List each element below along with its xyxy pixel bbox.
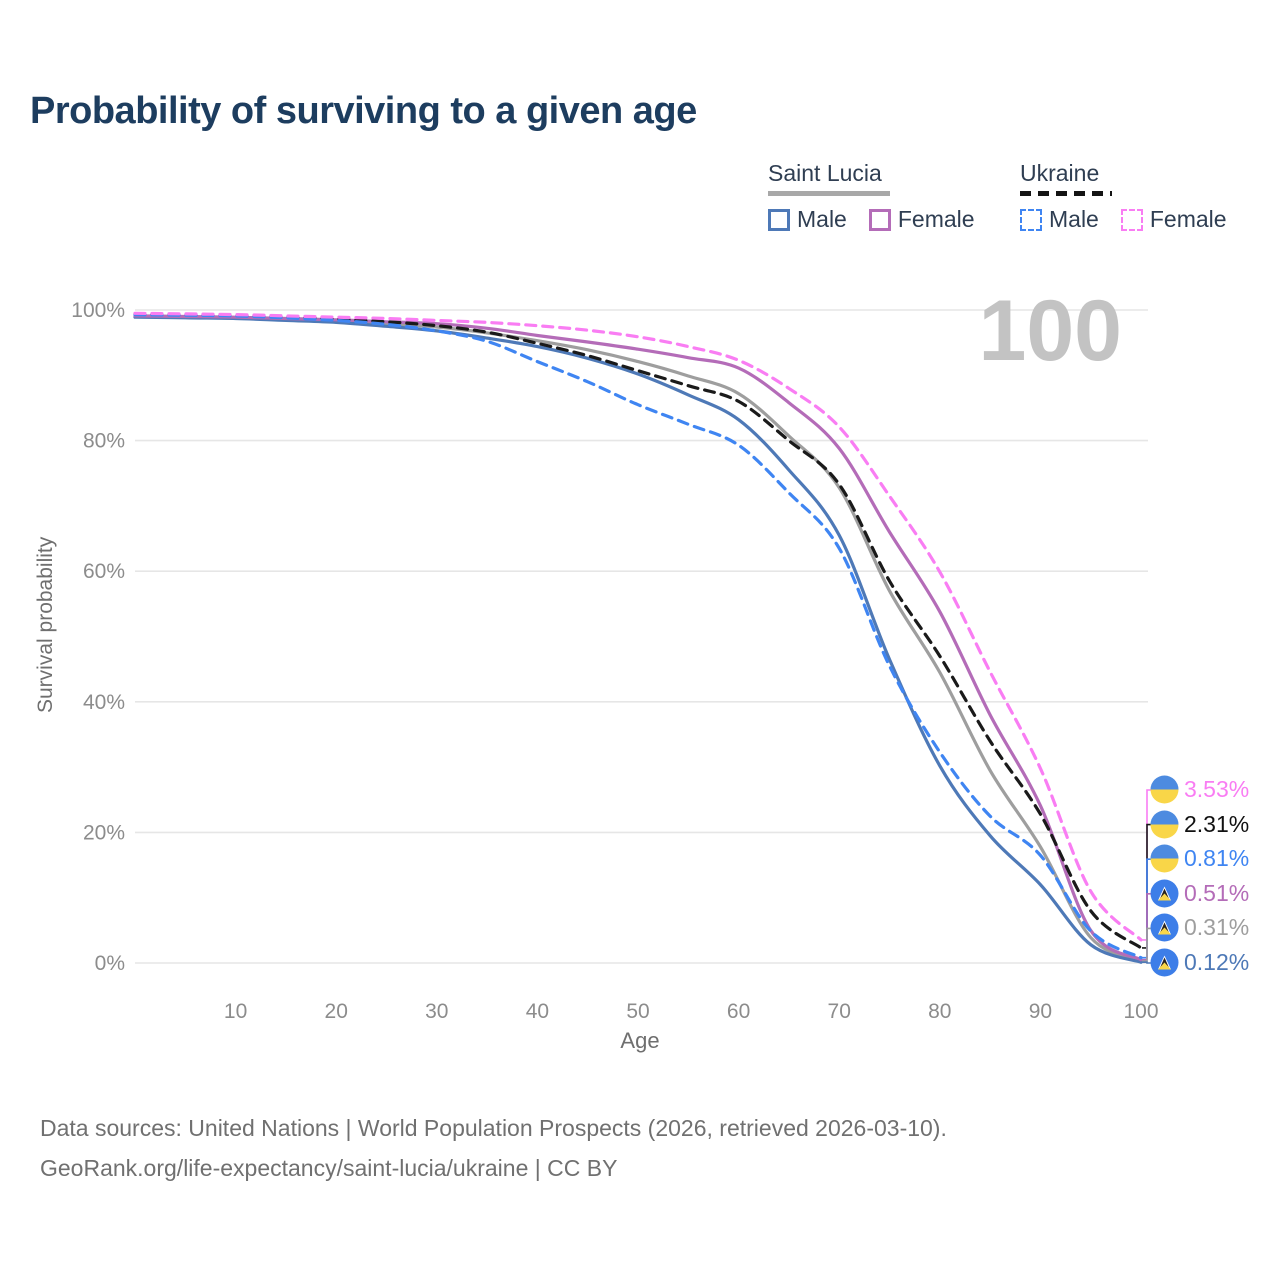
series-line-saint-lucia-all[interactable] (133, 314, 1143, 963)
end-label-leader-line (1142, 961, 1151, 964)
end-label-saint-lucia-female[interactable]: 0.51% (1150, 879, 1249, 908)
y-tick-label: 60% (83, 560, 125, 583)
ukraine-male-swatch-icon (1020, 208, 1042, 231)
saint-lucia-male-swatch-icon (768, 208, 790, 231)
end-label-saint-lucia-male[interactable]: 0.12% (1150, 948, 1249, 977)
year-watermark: 100 (978, 283, 1123, 379)
end-label-value: 2.31% (1184, 810, 1250, 837)
legend-group-ukraine: Ukraine Male Female (1020, 160, 1227, 233)
x-tick-label: 10 (224, 1000, 247, 1023)
end-label-value: 0.51% (1184, 879, 1250, 906)
saint-lucia-flag-icon (1150, 913, 1179, 942)
end-label-ukraine-male[interactable]: 0.81% (1150, 844, 1249, 873)
legend-item-ukraine-female[interactable]: Female (1120, 206, 1227, 233)
legend-linestyle-sample-dashed (1020, 191, 1112, 196)
x-tick-label: 60 (727, 1000, 750, 1023)
end-label-leader-line (1142, 892, 1151, 961)
series-line-saint-lucia-male[interactable] (133, 315, 1143, 964)
y-axis-title: Survival probability (34, 536, 57, 714)
series-line-ukraine-all[interactable] (133, 312, 1143, 950)
legend-item-label: Female (1149, 206, 1227, 232)
ukraine-flag-icon (1150, 775, 1179, 804)
x-tick-label: 100 (1123, 1000, 1158, 1023)
x-tick-label: 30 (425, 1000, 448, 1023)
x-tick-label: 90 (1029, 1000, 1052, 1023)
x-axis-title: Age (620, 1028, 660, 1053)
legend-linestyle-sample-solid (768, 191, 890, 196)
end-label-value: 0.12% (1184, 949, 1250, 975)
series-line-ukraine-female[interactable] (133, 311, 1143, 942)
legend-item-label: Male (797, 206, 847, 232)
y-tick-label: 20% (83, 821, 125, 844)
series-line-ukraine-male[interactable] (133, 313, 1143, 960)
legend-item-saint-lucia-female[interactable]: Female (868, 206, 975, 233)
x-tick-label: 40 (526, 1000, 549, 1023)
legend-item-label: Female (897, 206, 975, 232)
x-tick-label: 70 (828, 1000, 851, 1023)
data-sources-line: Data sources: United Nations | World Pop… (40, 1115, 947, 1141)
legend-item-saint-lucia-male[interactable]: Male (768, 206, 847, 233)
x-tick-label: 80 (928, 1000, 951, 1023)
saint-lucia-flag-icon (1150, 948, 1179, 977)
legend-country-saint-lucia[interactable]: Saint Lucia (768, 160, 882, 186)
end-label-ukraine-female[interactable]: 3.53% (1150, 775, 1249, 804)
y-tick-label: 40% (83, 691, 125, 714)
attribution-line: GeoRank.org/life-expectancy/saint-lucia/… (40, 1155, 618, 1181)
y-tick-label: 0% (95, 952, 125, 975)
y-tick-label: 100% (71, 299, 125, 322)
ukraine-flag-icon (1150, 810, 1179, 839)
legend-item-ukraine-male[interactable]: Male (1020, 206, 1099, 233)
footer-sources: Data sources: United Nations | World Pop… (40, 1108, 947, 1188)
x-tick-label: 20 (325, 1000, 348, 1023)
legend-group-saint-lucia: Saint Lucia Male Female (768, 160, 975, 233)
legend-country-ukraine[interactable]: Ukraine (1020, 160, 1100, 186)
end-label-ukraine-all[interactable]: 2.31% (1150, 810, 1249, 839)
x-tick-label: 50 (626, 1000, 649, 1023)
saint-lucia-flag-icon (1150, 879, 1179, 908)
end-label-saint-lucia-all[interactable]: 0.31% (1150, 913, 1249, 942)
saint-lucia-female-swatch-icon (868, 208, 891, 231)
ukraine-female-swatch-icon (1120, 208, 1143, 231)
ukraine-flag-icon (1150, 844, 1179, 873)
end-label-value: 0.31% (1184, 914, 1250, 941)
end-label-value: 3.53% (1184, 776, 1250, 802)
end-label-leader-line (1142, 927, 1151, 962)
series-line-saint-lucia-female[interactable] (133, 314, 1143, 962)
legend-item-label: Male (1049, 206, 1099, 232)
page-title: Probability of surviving to a given age (30, 90, 697, 132)
end-label-value: 0.81% (1184, 845, 1250, 872)
y-tick-label: 80% (83, 430, 125, 453)
